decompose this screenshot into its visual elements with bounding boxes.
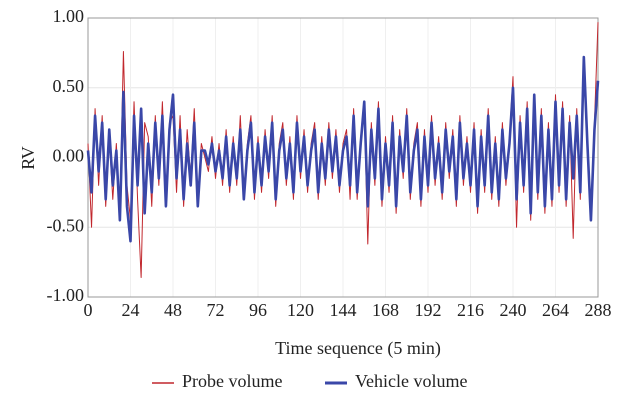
y-tick-label: 0.50	[53, 76, 85, 96]
x-tick-label: 264	[542, 300, 569, 320]
legend-label: Vehicle volume	[355, 371, 467, 391]
x-tick-label: 288	[585, 300, 612, 320]
series-line	[86, 55, 600, 243]
y-tick-label: -1.00	[47, 285, 85, 305]
x-axis-label: Time sequence (5 min)	[275, 338, 441, 359]
x-tick-label: 0	[84, 300, 93, 320]
legend-label: Probe volume	[182, 371, 283, 391]
x-tick-label: 240	[500, 300, 527, 320]
y-tick-label: -0.50	[47, 215, 85, 235]
y-axis-label: RV	[18, 146, 38, 170]
x-tick-label: 48	[164, 300, 182, 320]
x-tick-label: 96	[249, 300, 267, 320]
x-tick-label: 120	[287, 300, 314, 320]
x-tick-label: 24	[122, 300, 140, 320]
x-tick-label: 168	[372, 300, 399, 320]
x-tick-label: 72	[207, 300, 225, 320]
y-tick-label: 0.00	[53, 146, 85, 166]
y-tick-label: 1.00	[53, 6, 85, 26]
x-tick-label: 216	[457, 300, 484, 320]
x-tick-label: 144	[330, 300, 357, 320]
x-tick-label: 192	[415, 300, 442, 320]
